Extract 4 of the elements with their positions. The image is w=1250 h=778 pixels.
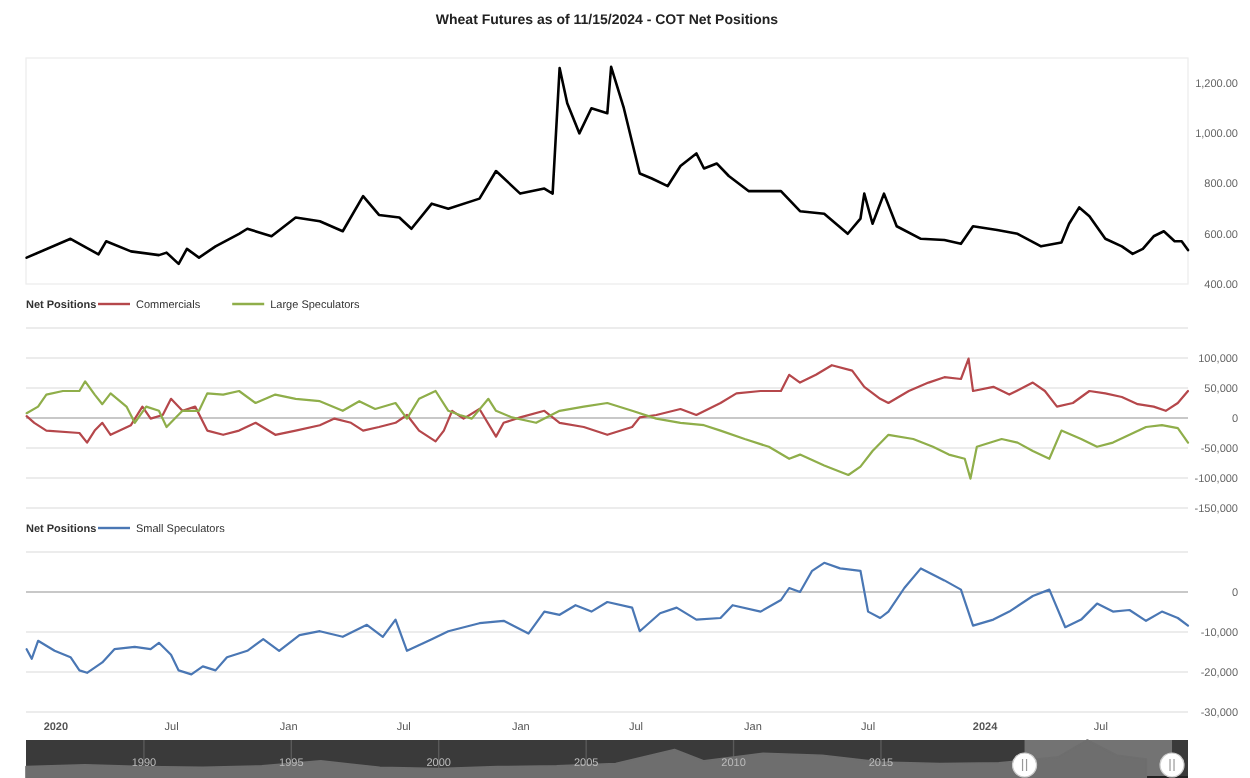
line-series <box>25 357 1190 444</box>
line-series <box>25 65 1190 266</box>
line-series <box>25 561 1190 676</box>
line-series <box>25 380 1190 480</box>
